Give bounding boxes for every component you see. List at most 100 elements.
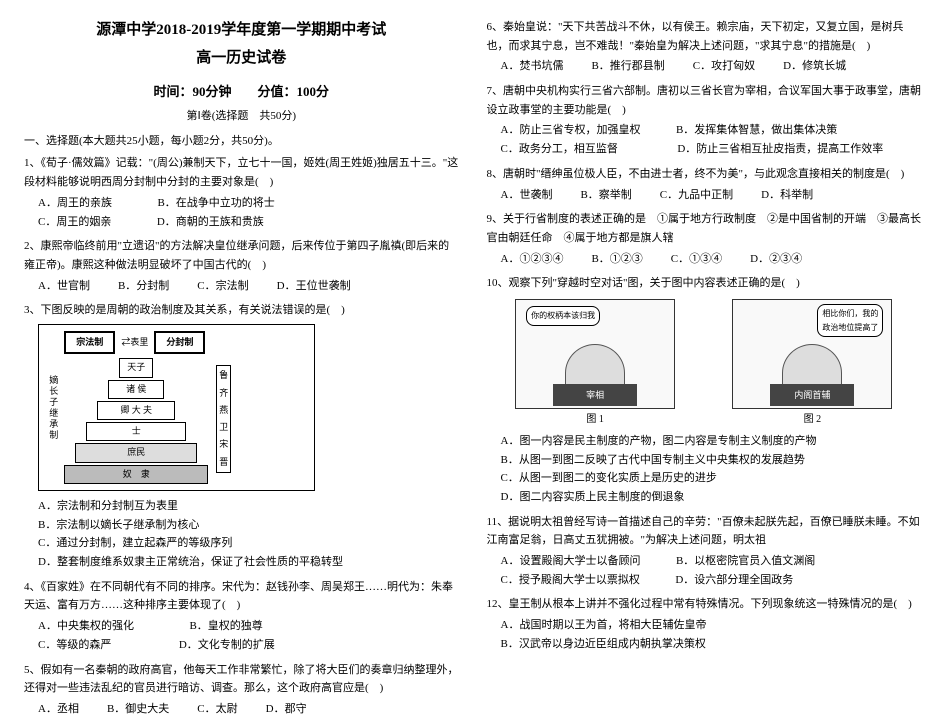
q2-opt-d: D．王位世袭制 (277, 277, 351, 296)
exam-title-line2: 高一历史试卷 (24, 46, 459, 72)
q7-opt-b: B．发挥集体智慧，做出集体决策 (676, 121, 837, 140)
q7-opt-a: A．防止三省专权，加强皇权 (501, 121, 641, 140)
q3-diagram: 嫡长子继承制 宗法制 ⇄表里 分封制 天子 诸 侯 卿 大 夫 士 庶民 (38, 324, 315, 491)
q11-opt-d: D．设六部分理全国政务 (675, 571, 793, 590)
q10-bubble-1: 你的权柄本该归我 (526, 306, 600, 326)
q3-tier-0: 天子 (119, 358, 153, 377)
q3-tier-2: 卿 大 夫 (97, 401, 175, 420)
q3-opt-d: D．整套制度维系奴隶主正常统治，保证了社会性质的平稳转型 (38, 553, 459, 572)
right-column: 6、秦始皇说："天下共苦战斗不休，以有侯王。赖宗庙，天下初定，又复立国，是树兵也… (487, 18, 922, 650)
q9-opt-a: A．①②③④ (501, 250, 564, 269)
q7-stem: 7、唐朝中央机构实行三省六部制。唐初以三省长官为宰相，合议军国大事于政事堂，唐朝… (487, 82, 922, 119)
q3-zongfa-box: 宗法制 (64, 331, 115, 354)
question-2: 2、康熙帝临终前用"立遗诏"的方法解决皇位继承问题，后来传位于第四子胤禛(即后来… (24, 237, 459, 295)
q6-stem: 6、秦始皇说："天下共苦战斗不休，以有侯王。赖宗庙，天下初定，又复立国，是树兵也… (487, 18, 922, 55)
q11-opt-b: B．以枢密院官员入值文渊阁 (676, 552, 815, 571)
q10-plinth-1: 宰相 (553, 384, 637, 406)
question-3: 3、下图反映的是周朝的政治制度及其关系，有关说法错误的是( ) 嫡长子继承制 宗… (24, 301, 459, 572)
q3-state-5: 晋 (219, 455, 228, 470)
q1-stem: 1、《荀子·儒效篇》记载："(周公)兼制天下，立七十一国，姬姓(周王姓姬)独居五… (24, 154, 459, 191)
q5-opt-a: A．丞相 (38, 700, 79, 719)
q10-cartoon-1: 你的权柄本该归我 宰相 (515, 299, 675, 409)
q8-stem: 8、唐朝时"缙绅虽位极人臣，不由进士者，终不为美"，与此观念直接相关的制度是( … (487, 165, 922, 184)
q4-stem: 4、《百家姓》在不同朝代有不同的排序。宋代为：赵钱孙李、周吴郑王……明代为：朱奉… (24, 578, 459, 615)
q3-state-3: 卫 (219, 420, 228, 435)
question-1: 1、《荀子·儒效篇》记载："(周公)兼制天下，立七十一国，姬姓(周王姓姬)独居五… (24, 154, 459, 231)
q5-opt-b: B．御史大夫 (107, 700, 169, 719)
q10-opt-d: D．图二内容实质上民主制度的倒退象 (501, 488, 922, 507)
question-4: 4、《百家姓》在不同朝代有不同的排序。宋代为：赵钱孙李、周吴郑王……明代为：朱奉… (24, 578, 459, 655)
question-5: 5、假如有一名秦朝的政府高官，他每天工作非常繁忙，除了将大臣们的奏章归纳整理外，… (24, 661, 459, 719)
q10-opt-c: C．从图一到图二的变化实质上是历史的进步 (501, 469, 922, 488)
q12-opt-b: B．汉武帝以身边近臣组成内朝执掌决策权 (501, 635, 922, 654)
q1-opt-d: D．商朝的王族和贵族 (157, 213, 264, 232)
question-12: 12、皇王制从根本上讲并不强化过程中常有特殊情况。下列现象统这一特殊情况的是( … (487, 595, 922, 653)
q10-stem: 10、观察下列"穿越时空对话"图，关于图中内容表述正确的是( ) (487, 274, 922, 293)
q3-tier-5: 奴 隶 (64, 465, 208, 484)
q5-opt-d: D．郡守 (266, 700, 307, 719)
q6-opt-a: A．焚书坑儒 (501, 57, 564, 76)
left-column: 源潭中学2018-2019学年度第一学期期中考试 高一历史试卷 时间：90分钟 … (24, 18, 459, 650)
q6-opt-d: D．修筑长城 (783, 57, 846, 76)
q3-arrow-label: ⇄表里 (121, 335, 148, 350)
q9-opt-b: B．①②③ (591, 250, 642, 269)
q9-opt-d: D．②③④ (750, 250, 802, 269)
q8-opt-d: D．科举制 (761, 186, 813, 205)
q2-opt-a: A．世官制 (38, 277, 90, 296)
q5-stem: 5、假如有一名秦朝的政府高官，他每天工作非常繁忙，除了将大臣们的奏章归纳整理外，… (24, 661, 459, 698)
q1-opt-c: C．周王的姻亲 (38, 213, 111, 232)
q8-opt-b: B．察举制 (580, 186, 631, 205)
q11-opt-a: A．设置殿阁大学士以备顾问 (501, 552, 641, 571)
q3-opt-a: A．宗法制和分封制互为表里 (38, 497, 459, 516)
q9-stem: 9、关于行省制度的表述正确的是 ①属于地方行政制度 ②是中国省制的开端 ③最高长… (487, 210, 922, 247)
exam-title-line1: 源潭中学2018-2019学年度第一学期期中考试 (24, 18, 459, 44)
q10-cartoons: 你的权柄本该归我 宰相 相比你们，我的 政治地位提高了 内阁首辅 (487, 299, 922, 409)
q3-stem: 3、下图反映的是周朝的政治制度及其关系，有关说法错误的是( ) (24, 301, 459, 320)
q7-opt-d: D．防止三省相互扯皮指责，提高工作效率 (677, 140, 883, 159)
q12-stem: 12、皇王制从根本上讲并不强化过程中常有特殊情况。下列现象统这一特殊情况的是( … (487, 595, 922, 614)
q2-opt-b: B．分封制 (118, 277, 169, 296)
q1-opt-a: A．周王的亲族 (38, 194, 112, 213)
question-10: 10、观察下列"穿越时空对话"图，关于图中内容表述正确的是( ) 你的权柄本该归… (487, 274, 922, 506)
q3-opt-c: C．通过分封制，建立起森严的等级序列 (38, 534, 459, 553)
q9-opt-c: C．①③④ (671, 250, 722, 269)
q3-opt-b: B．宗法制以嫡长子继承制为核心 (38, 516, 459, 535)
q10-cartoon-2: 相比你们，我的 政治地位提高了 内阁首辅 (732, 299, 892, 409)
q11-opt-c: C．授予殿阁大学士以票拟权 (501, 571, 640, 590)
q2-opt-c: C．宗法制 (197, 277, 248, 296)
question-7: 7、唐朝中央机构实行三省六部制。唐初以三省长官为宰相，合议军国大事于政事堂，唐朝… (487, 82, 922, 159)
q11-stem: 11、据说明太祖曾经写诗一首描述自己的辛劳："百僚未起朕先起，百僚已睡朕未睡。不… (487, 513, 922, 550)
q4-opt-d: D．文化专制的扩展 (179, 636, 275, 655)
q3-state-1: 齐 (219, 386, 228, 401)
q3-tier-3: 士 (86, 422, 186, 441)
q6-opt-b: B．推行郡县制 (591, 57, 664, 76)
q10-opt-a: A．图一内容是民主制度的产物，图二内容是专制主义制度的产物 (501, 432, 922, 451)
q8-opt-a: A．世袭制 (501, 186, 553, 205)
q10-plinth-2: 内阁首辅 (770, 384, 854, 406)
part1-label: 第Ⅰ卷(选择题 共50分) (24, 107, 459, 126)
q10-bubble-2: 相比你们，我的 政治地位提高了 (817, 304, 883, 337)
q2-stem: 2、康熙帝临终前用"立遗诏"的方法解决皇位继承问题，后来传位于第四子胤禛(即后来… (24, 237, 459, 274)
q10-caption-2: 图 2 (804, 411, 822, 428)
q3-fenfeng-box: 分封制 (154, 331, 205, 354)
q12-opt-a: A．战国时期以王为首，将相大臣辅佐皇帝 (501, 616, 922, 635)
q3-left-label: 嫡长子继承制 (45, 375, 60, 441)
q3-tier-1: 诸 侯 (108, 380, 164, 399)
q3-state-0: 鲁 (219, 368, 228, 383)
question-9: 9、关于行省制度的表述正确的是 ①属于地方行政制度 ②是中国省制的开端 ③最高长… (487, 210, 922, 268)
q3-states: 鲁 齐 燕 卫 宋 晋 (216, 365, 231, 473)
q5-opt-c: C．太尉 (197, 700, 237, 719)
q3-pyramid: 天子 诸 侯 卿 大 夫 士 庶民 奴 隶 (64, 358, 208, 484)
q3-state-4: 宋 (219, 437, 228, 452)
q1-opt-b: B．在战争中立功的将士 (157, 194, 274, 213)
q6-opt-c: C．攻打匈奴 (693, 57, 755, 76)
q8-opt-c: C．九品中正制 (660, 186, 733, 205)
question-6: 6、秦始皇说："天下共苦战斗不休，以有侯王。赖宗庙，天下初定，又复立国，是树兵也… (487, 18, 922, 76)
section1-heading: 一、选择题(本大题共25小题，每小题2分，共50分)。 (24, 132, 459, 151)
question-11: 11、据说明太祖曾经写诗一首描述自己的辛劳："百僚未起朕先起，百僚已睡朕未睡。不… (487, 513, 922, 590)
q10-opt-b: B．从图一到图二反映了古代中国专制主义中央集权的发展趋势 (501, 451, 922, 470)
q3-state-2: 燕 (219, 403, 228, 418)
time-score: 时间：90分钟 分值：100分 (24, 81, 459, 103)
q7-opt-c: C．政务分工，相互监督 (501, 140, 618, 159)
q10-caption-1: 图 1 (586, 411, 604, 428)
